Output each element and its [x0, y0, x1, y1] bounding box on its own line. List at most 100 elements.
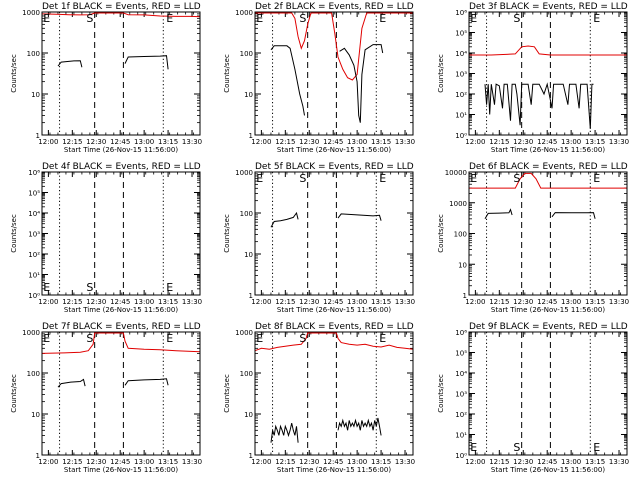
marker-e: E	[166, 332, 173, 345]
panel-det-9: Det 9f BLACK = Events, RED = LLD Counts/s…	[437, 322, 629, 474]
y-tick-label: 10²	[28, 251, 40, 259]
x-tick-label: 13:30	[609, 298, 629, 306]
x-tick-label: 13:30	[395, 138, 415, 146]
y-tick-label: 1	[249, 292, 253, 300]
x-tick-label: 13:15	[585, 138, 605, 146]
x-tick-label: 13:30	[609, 138, 629, 146]
x-tick-label: 13:00	[134, 458, 154, 466]
x-axis-label: Start Time (26-Nov-15 11:56:00)	[491, 306, 605, 314]
x-tick-label: 13:00	[561, 138, 581, 146]
plot-frame	[41, 331, 201, 456]
y-tick-label: 100	[240, 210, 253, 218]
y-tick-label: 10000	[445, 169, 467, 177]
y-tick-label: 1000	[235, 329, 253, 337]
x-tick-label: 13:30	[395, 298, 415, 306]
x-tick-label: 13:00	[134, 138, 154, 146]
plot-frame	[468, 171, 628, 296]
y-tick-label: 10¹	[455, 112, 467, 120]
y-tick-label: 10⁰	[28, 292, 40, 300]
y-tick-label: 10⁶	[28, 169, 40, 177]
series-events-line	[270, 417, 382, 443]
marker-s: S	[513, 441, 520, 454]
x-tick-label: 13:30	[182, 458, 202, 466]
marker-e: E	[166, 12, 173, 25]
y-tick-label: 10⁵	[28, 190, 40, 198]
y-axis-label: Counts/sec	[10, 374, 18, 413]
x-tick-label: 12:00	[465, 458, 485, 466]
x-tick-label: 12:30	[299, 298, 319, 306]
plot-frame	[41, 11, 201, 136]
x-tick-label: 12:30	[513, 298, 533, 306]
x-tick-label: 13:15	[158, 138, 178, 146]
y-tick-label: 10	[244, 411, 253, 419]
plot-frame	[254, 331, 414, 456]
panel-title: Det 7f BLACK = Events, RED = LLD	[42, 322, 201, 332]
series-lld-line	[469, 172, 627, 189]
y-tick-label: 10	[31, 91, 40, 99]
marker-s: S	[299, 12, 306, 25]
x-tick-label: 12:15	[489, 298, 509, 306]
marker-e: E	[470, 172, 477, 185]
x-axis-label: Start Time (26-Nov-15 11:56:00)	[491, 466, 605, 474]
series-lld-line	[254, 332, 414, 352]
plot-frame	[468, 11, 628, 136]
x-tick-label: 13:30	[609, 458, 629, 466]
marker-s: S	[513, 172, 520, 185]
x-tick-label: 12:15	[275, 298, 295, 306]
x-tick-label: 13:15	[371, 138, 391, 146]
y-tick-label: 10	[458, 261, 467, 269]
x-tick-label: 12:45	[110, 298, 130, 306]
x-tick-label: 12:15	[489, 458, 509, 466]
panel-det-6: Det 6f BLACK = Events, RED = LLD Counts/s…	[437, 162, 629, 314]
y-tick-label: 1000	[22, 9, 40, 17]
y-tick-label: 10⁴	[455, 50, 467, 58]
x-tick-label: 12:00	[465, 138, 485, 146]
x-tick-label: 13:00	[347, 458, 367, 466]
x-tick-label: 13:00	[561, 458, 581, 466]
x-tick-label: 12:00	[251, 458, 271, 466]
series-events-line	[270, 211, 382, 228]
x-tick-label: 13:30	[182, 298, 202, 306]
panel-det-7: Det 7f BLACK = Events, RED = LLD Counts/s…	[10, 322, 202, 474]
plot-frame	[254, 11, 414, 136]
y-tick-label: 1000	[22, 329, 40, 337]
y-tick-label: 100	[27, 370, 40, 378]
series-events-line	[484, 208, 596, 220]
marker-s: S	[86, 281, 93, 294]
y-tick-label: 10¹	[28, 272, 40, 280]
x-tick-label: 13:00	[347, 298, 367, 306]
x-tick-label: 12:45	[537, 138, 557, 146]
marker-e: E	[256, 172, 263, 185]
x-axis-label: Start Time (26-Nov-15 11:56:00)	[277, 306, 391, 314]
panel-det-5: Det 5f BLACK = Events, RED = LLD Counts/s…	[223, 162, 415, 314]
y-tick-label: 10²	[455, 411, 467, 419]
y-tick-label: 10⁴	[28, 210, 40, 218]
x-tick-label: 12:30	[513, 458, 533, 466]
plot-frame	[468, 331, 628, 456]
panel-title: Det 2f BLACK = Events, RED = LLD	[255, 2, 414, 12]
marker-e: E	[593, 12, 600, 25]
y-tick-label: 10	[31, 411, 40, 419]
x-tick-label: 13:00	[134, 298, 154, 306]
x-tick-label: 13:00	[347, 138, 367, 146]
x-tick-label: 13:15	[158, 458, 178, 466]
panel-det-2: Det 2f BLACK = Events, RED = LLD Counts/s…	[223, 2, 415, 154]
y-tick-label: 10⁰	[455, 452, 467, 460]
y-axis-label: Counts/sec	[437, 374, 445, 413]
y-tick-label: 10⁵	[455, 350, 467, 358]
x-tick-label: 12:15	[275, 458, 295, 466]
x-tick-label: 12:15	[62, 138, 82, 146]
x-tick-label: 12:00	[38, 458, 58, 466]
panel-det-1: Det 1f BLACK = Events, RED = LLD Counts/s…	[10, 2, 202, 154]
marker-s: S	[86, 12, 93, 25]
panel-title: Det 4f BLACK = Events, RED = LLD	[42, 162, 201, 172]
x-tick-label: 12:30	[513, 138, 533, 146]
y-tick-label: 1000	[235, 9, 253, 17]
marker-e: E	[379, 12, 386, 25]
series-lld-line	[41, 332, 201, 354]
y-tick-label: 10	[244, 91, 253, 99]
y-tick-label: 10¹	[455, 432, 467, 440]
marker-e: E	[166, 281, 173, 294]
y-axis-label: Counts/sec	[223, 214, 231, 253]
